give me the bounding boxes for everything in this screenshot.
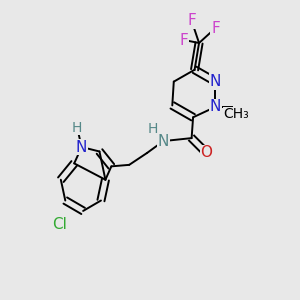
Text: F: F — [211, 21, 220, 36]
Text: Cl: Cl — [52, 217, 67, 232]
Text: F: F — [180, 32, 189, 47]
Text: H: H — [148, 122, 158, 136]
Text: N: N — [76, 140, 87, 154]
Text: F: F — [187, 13, 196, 28]
Text: CH₃: CH₃ — [223, 107, 249, 121]
Text: N: N — [158, 134, 169, 148]
Text: N: N — [210, 74, 221, 89]
Text: O: O — [200, 146, 212, 160]
Text: N: N — [210, 99, 221, 114]
Text: H: H — [72, 121, 83, 135]
